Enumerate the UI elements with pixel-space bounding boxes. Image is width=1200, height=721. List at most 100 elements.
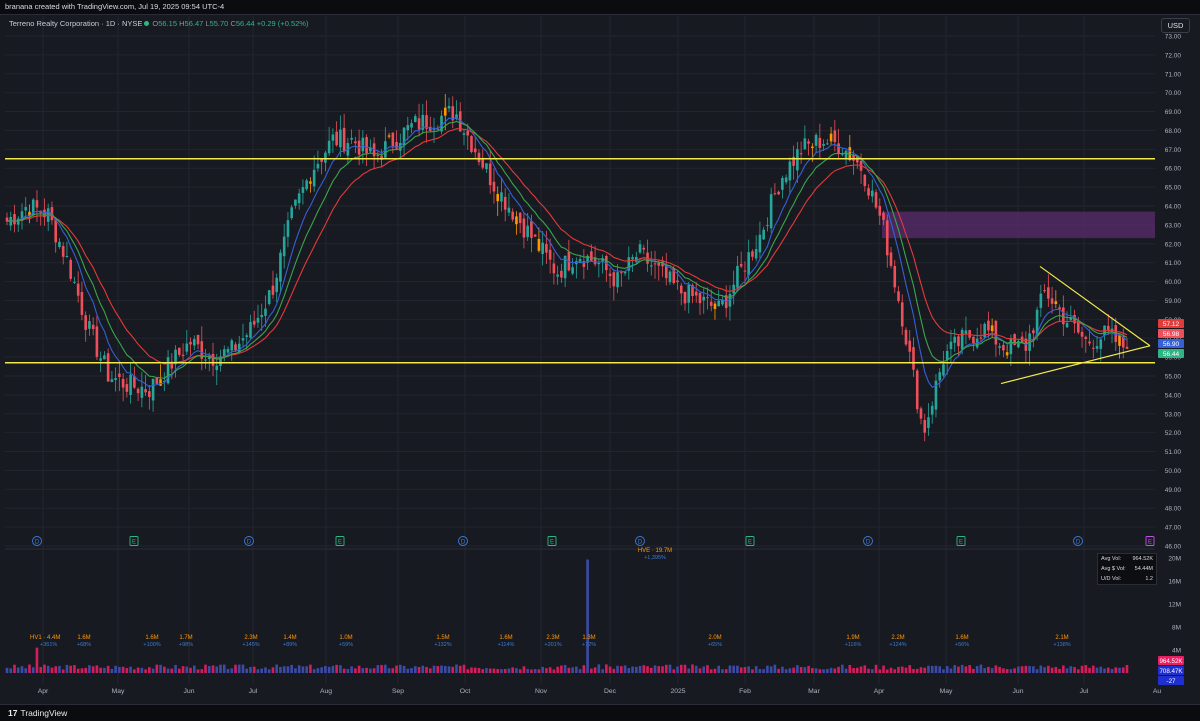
candle-body xyxy=(1106,325,1110,330)
candle-body xyxy=(65,255,69,257)
candle-body xyxy=(327,140,331,154)
candle-body xyxy=(964,330,968,334)
volume-bar xyxy=(668,664,672,673)
volume-bar xyxy=(357,665,361,673)
candle-body xyxy=(455,114,458,120)
open-key: O xyxy=(152,19,159,28)
volume-bar xyxy=(103,667,106,673)
candle-body xyxy=(406,125,410,131)
tradingview-logo[interactable]: 17 TradingView xyxy=(8,708,67,718)
candle-body xyxy=(290,207,293,219)
volume-bar xyxy=(264,667,267,673)
volume-annotation: 2.3M xyxy=(546,635,559,641)
volume-bar xyxy=(9,668,13,673)
candle-body xyxy=(1035,309,1039,335)
volume-bar xyxy=(121,666,125,673)
volume-bar xyxy=(897,666,900,673)
volume-bar xyxy=(31,667,35,673)
candle-body xyxy=(649,265,653,267)
stats-value: 54.44M xyxy=(1134,566,1153,572)
candle-body xyxy=(676,280,679,283)
volume-bar xyxy=(818,669,822,673)
candle-body xyxy=(709,301,713,306)
close-key: C xyxy=(230,19,236,28)
candle-body xyxy=(560,270,563,278)
candle-body xyxy=(766,225,769,227)
volume-bar xyxy=(1114,667,1118,673)
volume-annotation: 1.9M xyxy=(846,635,859,641)
time-tick-label: Au xyxy=(1153,688,1162,695)
volume-annotation: HVE · 19.7M xyxy=(638,548,672,554)
time-tick-label: 2025 xyxy=(670,688,685,695)
volume-bar xyxy=(204,664,207,673)
candle-body xyxy=(215,365,219,371)
volume-annotation: 1.6M xyxy=(77,635,90,641)
time-tick-label: Apr xyxy=(874,688,885,695)
candle-body xyxy=(395,141,398,149)
volume-bar xyxy=(387,668,391,673)
volume-bar xyxy=(605,664,608,673)
volume-bar xyxy=(327,666,331,673)
candle-body xyxy=(279,252,282,282)
volume-bar xyxy=(627,668,631,673)
volume-bar xyxy=(994,665,998,673)
volume-bar xyxy=(706,665,709,673)
candle-body xyxy=(1099,339,1103,349)
earnings-marker-icon xyxy=(547,536,557,546)
candle-body xyxy=(874,192,878,208)
volume-annotation: 1.7M xyxy=(179,635,192,641)
currency-button[interactable]: USD xyxy=(1161,18,1190,33)
tradingview-logo-icon: 17 xyxy=(8,708,18,718)
candle-body xyxy=(1125,346,1129,349)
candle-body xyxy=(698,292,702,304)
volume-bar xyxy=(316,668,320,673)
volume-bar xyxy=(631,666,634,673)
candle-body xyxy=(309,181,312,184)
volume-bar xyxy=(912,669,915,673)
volume-bar xyxy=(904,667,908,673)
volume-bar xyxy=(140,667,144,673)
volume-bar xyxy=(796,665,799,673)
volume-bar xyxy=(515,668,518,673)
volume-bar xyxy=(713,668,717,673)
candle-body xyxy=(987,320,990,331)
volume-bar xyxy=(799,667,803,673)
volume-bar xyxy=(215,666,219,673)
candle-body xyxy=(983,323,986,338)
volume-bar xyxy=(196,669,200,673)
candle-body xyxy=(930,405,934,415)
candle-body xyxy=(204,359,207,361)
volume-bar xyxy=(638,665,642,673)
volume-bar xyxy=(653,665,657,673)
stats-label: U/D Vol: xyxy=(1101,576,1122,582)
volume-bar xyxy=(620,666,623,673)
candle-body xyxy=(470,136,473,153)
candle-body xyxy=(492,181,496,192)
volume-bar xyxy=(106,665,110,673)
candle-body xyxy=(818,137,822,148)
volume-bar xyxy=(949,668,953,673)
candle-body xyxy=(1002,344,1005,351)
candle-body xyxy=(485,163,488,170)
volume-bar xyxy=(417,666,421,673)
candle-body xyxy=(170,361,174,369)
volume-bar xyxy=(361,668,365,673)
earnings-marker-icon xyxy=(1145,536,1155,546)
volume-bar xyxy=(762,669,765,673)
volume-bar xyxy=(863,665,867,673)
candle-body xyxy=(133,376,136,388)
candle-body xyxy=(320,159,323,162)
candle-body xyxy=(620,272,623,274)
candle-body xyxy=(949,341,953,350)
volume-bar xyxy=(687,668,691,673)
candle-body xyxy=(462,133,466,135)
volume-bar xyxy=(998,666,1001,673)
symbol-legend: Terreno Realty Corporation · 1D · NYSE O5… xyxy=(9,19,308,28)
candle-body xyxy=(721,299,724,305)
volume-bar xyxy=(942,669,945,673)
volume-bar xyxy=(174,664,177,673)
candle-body xyxy=(275,277,278,293)
candle-body xyxy=(24,207,28,211)
candle-body xyxy=(743,270,747,272)
